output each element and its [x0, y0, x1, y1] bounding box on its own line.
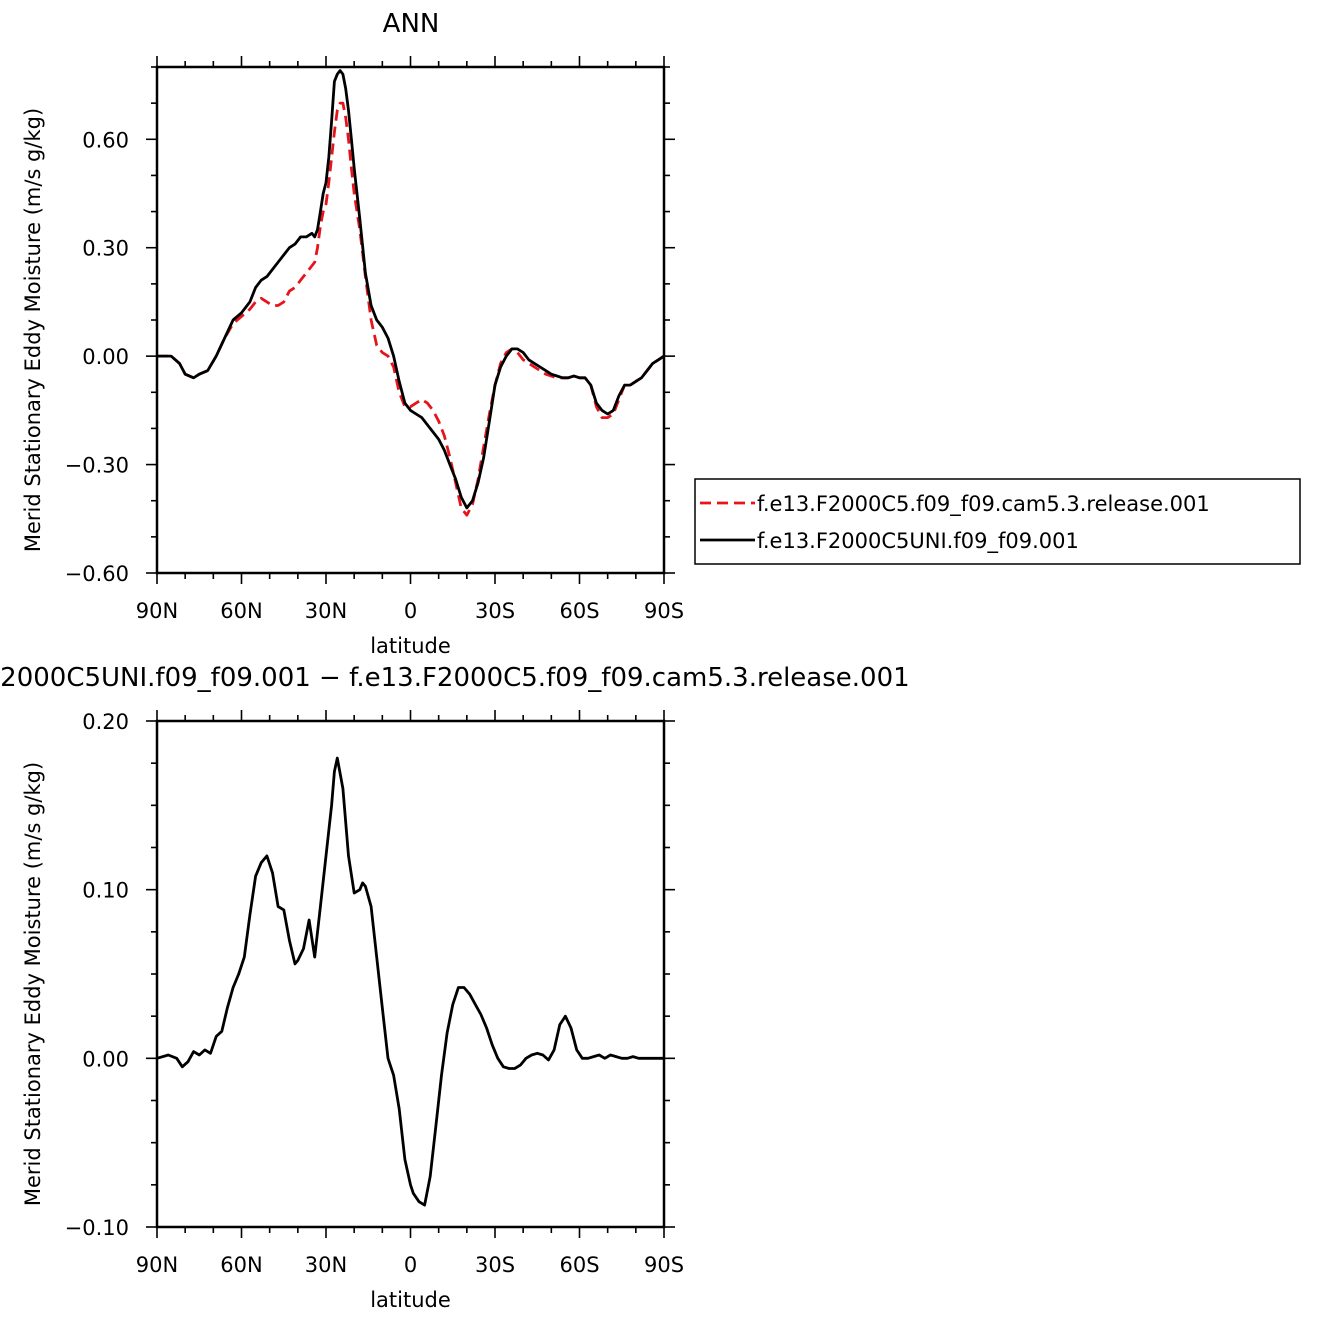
x-tick-label: 30S — [475, 1253, 515, 1277]
y-axis-label: Merid Stationary Eddy Moisture (m/s g/kg… — [21, 108, 45, 552]
series-line-0 — [156, 756, 664, 1207]
legend-entry-0: f.e13.F2000C5.f09_f09.cam5.3.release.001 — [757, 492, 1210, 517]
x-tick-label: 30N — [305, 599, 347, 623]
y-tick-label: −0.60 — [65, 562, 129, 586]
x-tick-label: 60S — [559, 1253, 599, 1277]
x-tick-label: 60N — [220, 599, 262, 623]
y-axis-label: Merid Stationary Eddy Moisture (m/s g/kg… — [21, 762, 45, 1206]
x-tick-label: 90S — [644, 1253, 684, 1277]
x-tick-label: 30N — [305, 1253, 347, 1277]
chart-title: f.e13.F2000C5UNI.f09_f09.001 − f.e13.F20… — [0, 663, 910, 693]
y-tick-label: 0.10 — [82, 879, 129, 903]
series-line-0 — [157, 101, 665, 517]
y-tick-label: 0.30 — [82, 237, 129, 261]
legend: f.e13.F2000C5.f09_f09.cam5.3.release.001… — [694, 478, 1301, 565]
legend-box — [694, 478, 1301, 565]
x-axis-label: latitude — [370, 634, 451, 658]
x-tick-label: 0 — [404, 599, 417, 623]
y-tick-label: 0.20 — [82, 710, 129, 734]
y-tick-label: 0.60 — [82, 128, 129, 152]
x-tick-label: 90N — [136, 599, 178, 623]
y-tick-label: −0.10 — [65, 1216, 129, 1240]
series-line-1 — [157, 69, 665, 510]
plot-frame — [155, 719, 666, 1229]
x-tick-label: 30S — [475, 599, 515, 623]
x-tick-label: 60S — [559, 599, 599, 623]
y-tick-label: 0.00 — [82, 1047, 129, 1071]
chart-title: ANN — [383, 9, 440, 39]
y-tick-label: −0.30 — [65, 454, 129, 478]
x-axis-label: latitude — [370, 1288, 451, 1312]
x-tick-label: 90S — [644, 599, 684, 623]
x-tick-label: 60N — [220, 1253, 262, 1277]
difference-chart: f.e13.F2000C5UNI.f09_f09.001 − f.e13.F20… — [0, 663, 910, 1312]
top-chart: ANN 90N 60N 30N 0 30S 60S 90S −0.60 −0.30 0.00 0.30… — [21, 9, 1301, 658]
x-tick-label: 0 — [404, 1253, 417, 1277]
legend-entry-1: f.e13.F2000C5UNI.f09_f09.001 — [757, 529, 1079, 554]
x-tick-label: 90N — [136, 1253, 178, 1277]
y-tick-label: 0.00 — [82, 345, 129, 369]
